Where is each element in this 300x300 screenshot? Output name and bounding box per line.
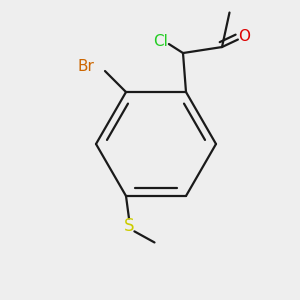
Text: S: S	[124, 217, 134, 235]
Text: O: O	[238, 29, 250, 44]
Text: Cl: Cl	[153, 34, 168, 49]
Text: Br: Br	[78, 59, 94, 74]
